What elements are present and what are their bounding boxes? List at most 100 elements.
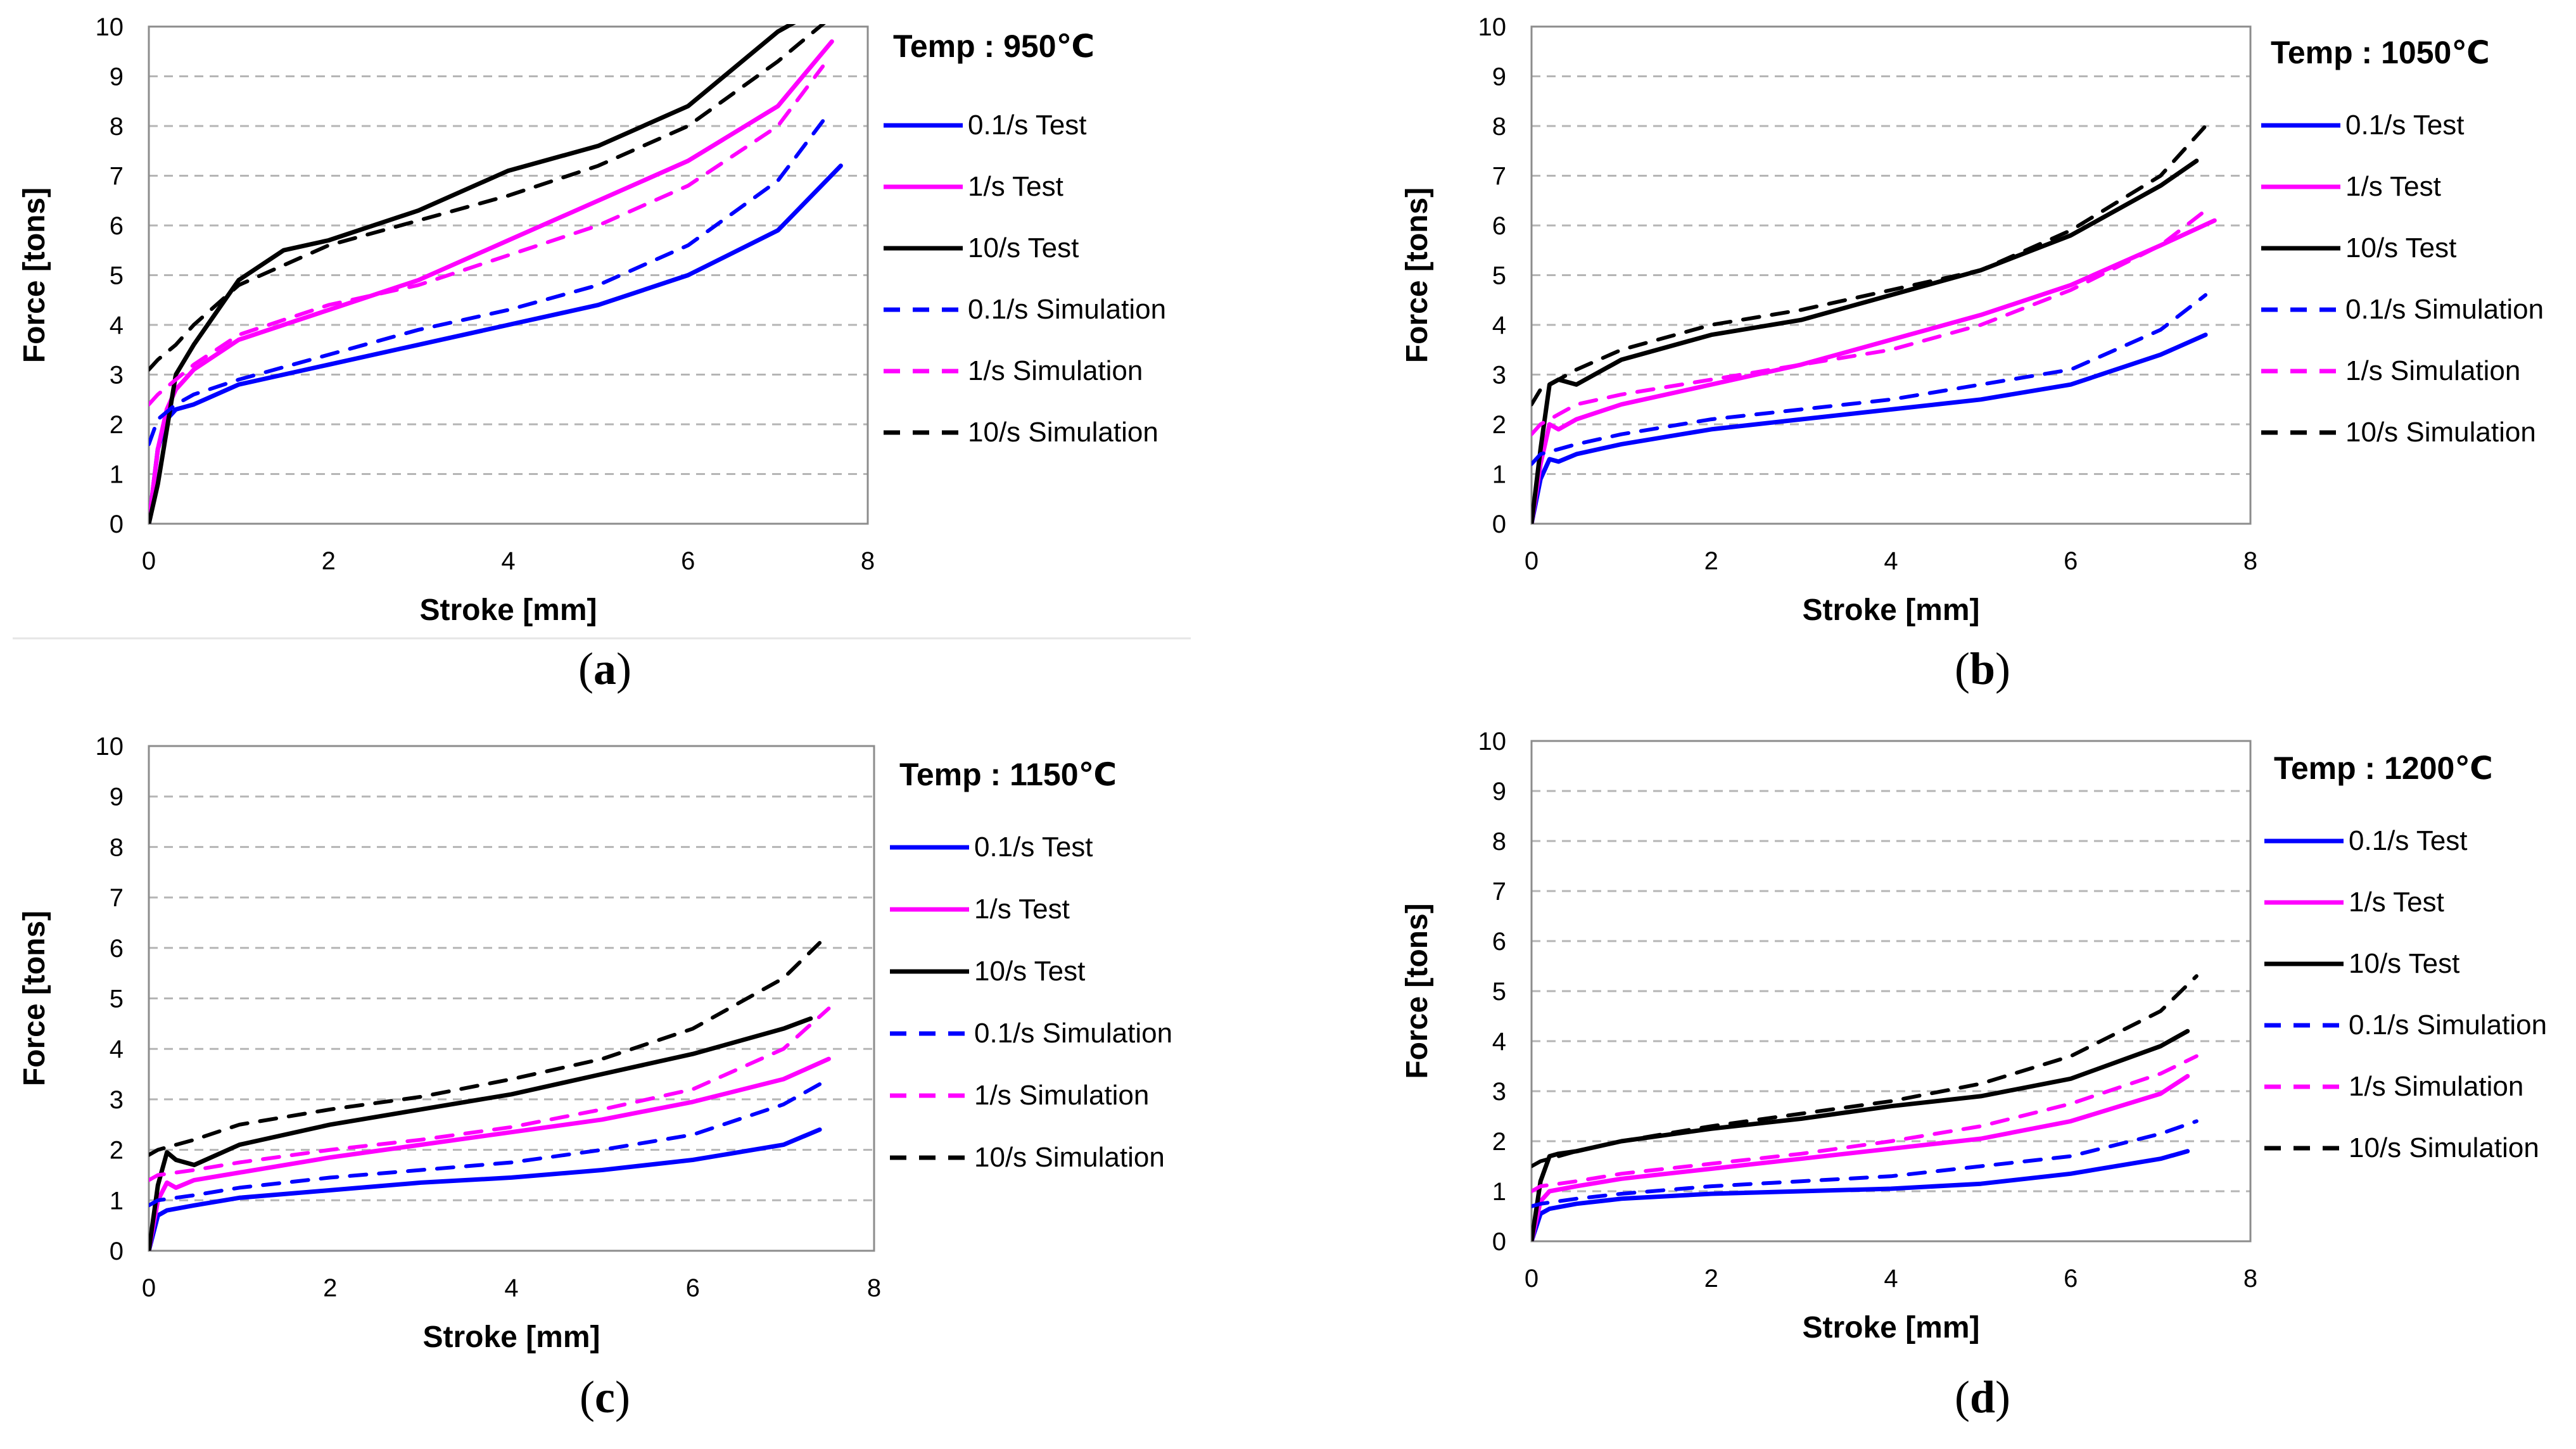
series-group <box>149 24 843 524</box>
x-tick-label: 4 <box>501 547 515 575</box>
series-line-10-s-test <box>1532 158 2199 524</box>
y-axis-label: Force [tons] <box>1400 903 1434 1079</box>
legend-label: 10/s Simulation <box>2345 417 2536 448</box>
y-tick-label: 7 <box>110 884 124 912</box>
y-tick-label: 10 <box>1478 13 1507 41</box>
series-line-10-s-simulation <box>1532 124 2208 407</box>
y-tick-label: 3 <box>1492 362 1506 389</box>
y-tick-label: 0 <box>1492 510 1506 538</box>
y-tick-label: 8 <box>110 833 124 861</box>
legend-label: 1/s Test <box>2345 171 2441 202</box>
chart-panel-a: 0 1 2 3 4 5 6 7 8 9 10 0 2 4 6 8 Stroke [mm] Force [tons]… <box>18 13 1166 694</box>
x-tick-label: 0 <box>1525 1265 1539 1293</box>
chart-panel-c: 0 1 2 3 4 5 6 7 8 9 10 0 2 4 6 8 Stroke [mm] Force [tons]… <box>18 733 1172 1422</box>
y-tick-label: 2 <box>110 1137 124 1165</box>
y-tick-label: 4 <box>110 312 124 339</box>
series-group <box>149 940 831 1251</box>
x-tick-label: 6 <box>2064 547 2078 575</box>
x-tick-label: 0 <box>142 1274 156 1302</box>
plot-frame <box>1530 740 2252 1243</box>
series-line-0-1-s-test <box>149 1127 822 1251</box>
series-line-1-s-simulation <box>149 1006 831 1182</box>
y-axis-label: Force [tons] <box>18 187 51 363</box>
y-tick-label: 10 <box>96 733 124 761</box>
legend-label: 0.1/s Simulation <box>2345 294 2544 325</box>
y-tick-label: 2 <box>110 411 124 439</box>
legend-label: 10/s Test <box>974 956 1085 987</box>
y-tick-label: 4 <box>1492 312 1506 339</box>
panel-caption: (b) <box>1955 643 2010 694</box>
plot-frame <box>148 25 869 525</box>
y-tick-label: 8 <box>1492 113 1506 141</box>
y-tick-label: 7 <box>1492 163 1506 191</box>
x-tick-label: 4 <box>1884 1265 1898 1293</box>
y-tick-label: 3 <box>110 362 124 389</box>
y-tick-label: 9 <box>1492 778 1506 806</box>
chart-title: Temp : 1050℃ <box>2271 35 2490 70</box>
legend-label: 0.1/s Simulation <box>2349 1009 2547 1041</box>
y-tick-label: 3 <box>1492 1078 1506 1106</box>
y-tick-label: 5 <box>1492 262 1506 290</box>
x-tick-label: 2 <box>1704 1265 1718 1293</box>
x-tick-label: 8 <box>867 1274 881 1302</box>
y-axis-label: Force [tons] <box>18 911 51 1086</box>
legend-label: 0.1/s Test <box>2345 110 2465 141</box>
legend-label: 1/s Test <box>2349 887 2444 918</box>
x-tick-label: 8 <box>2243 547 2257 575</box>
series-line-10-s-test <box>149 24 796 524</box>
chart-panel-b: 0 1 2 3 4 5 6 7 8 9 10 0 2 4 6 8 Stroke [mm] Force [tons]… <box>1400 13 2544 694</box>
series-line-10-s-test <box>1532 1028 2190 1241</box>
y-tick-label: 3 <box>110 1086 124 1114</box>
series-line-0-1-s-simulation <box>1532 1119 2198 1208</box>
x-tick-label: 2 <box>1704 547 1718 575</box>
legend-label: 0.1/s Test <box>974 832 1093 863</box>
x-tick-label: 4 <box>1884 547 1898 575</box>
x-axis-label: Stroke [mm] <box>1802 593 1979 627</box>
y-tick-label: 8 <box>110 113 124 141</box>
series-line-10-s-simulation <box>1532 974 2198 1168</box>
y-tick-label: 6 <box>1492 928 1506 956</box>
y-tick-label: 7 <box>110 163 124 191</box>
x-tick-label: 6 <box>2064 1265 2078 1293</box>
series-line-0-1-s-simulation <box>1532 293 2208 466</box>
legend-label: 1/s Test <box>968 171 1063 202</box>
series-line-0-1-s-test <box>149 163 843 524</box>
legend-label: 0.1/s Test <box>968 110 1087 141</box>
y-tick-label: 9 <box>1492 63 1506 91</box>
legend-label: 1/s Test <box>974 894 1070 925</box>
legend-label: 1/s Simulation <box>2349 1071 2523 1102</box>
series-line-1-s-simulation <box>149 64 825 407</box>
y-tick-label: 5 <box>110 262 124 290</box>
plot-frame <box>148 745 875 1252</box>
chart-title: Temp : 950℃ <box>893 28 1094 64</box>
x-tick-label: 8 <box>861 547 875 575</box>
series-line-10-s-test <box>149 1016 813 1251</box>
x-tick-label: 6 <box>686 1274 700 1302</box>
panel-caption: (d) <box>1955 1372 2010 1422</box>
y-tick-label: 6 <box>110 212 124 240</box>
series-line-1-s-test <box>1532 1073 2190 1241</box>
x-tick-label: 0 <box>142 547 156 575</box>
y-tick-label: 0 <box>1492 1228 1506 1256</box>
legend-label: 1/s Simulation <box>974 1080 1149 1111</box>
y-tick-label: 6 <box>1492 212 1506 240</box>
y-tick-label: 9 <box>110 63 124 91</box>
x-tick-label: 6 <box>681 547 695 575</box>
series-line-1-s-test <box>149 39 834 524</box>
chart-title: Temp : 1150℃ <box>899 757 1117 792</box>
y-tick-label: 5 <box>110 985 124 1013</box>
series-line-0-1-s-simulation <box>149 1082 822 1208</box>
x-axis-label: Stroke [mm] <box>419 593 597 627</box>
y-tick-label: 7 <box>1492 878 1506 906</box>
y-tick-label: 2 <box>1492 411 1506 439</box>
series-line-1-s-simulation <box>1532 208 2208 436</box>
y-tick-label: 0 <box>110 510 124 538</box>
legend-label: 10/s Test <box>2345 232 2456 263</box>
series-group <box>1532 124 2217 524</box>
panel-caption: (a) <box>578 643 631 694</box>
x-axis-label: Stroke [mm] <box>1802 1311 1979 1345</box>
y-tick-label: 1 <box>1492 1178 1506 1206</box>
x-tick-label: 4 <box>504 1274 518 1302</box>
y-tick-label: 2 <box>1492 1128 1506 1156</box>
